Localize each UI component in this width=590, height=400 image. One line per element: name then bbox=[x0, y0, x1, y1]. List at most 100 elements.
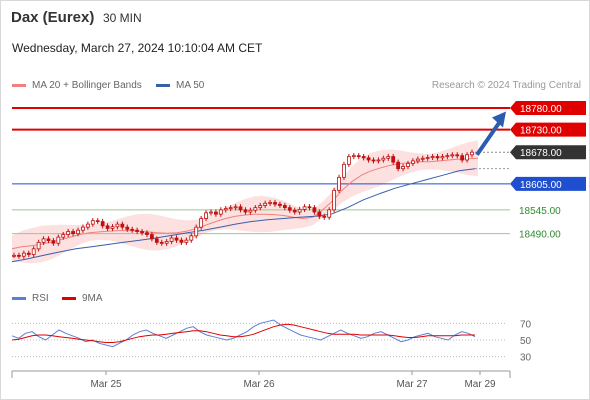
candle-body bbox=[135, 229, 140, 232]
legend-rsi: RSI bbox=[12, 293, 49, 304]
candle-body bbox=[218, 209, 223, 215]
price-level-label-3: 18605.00 bbox=[520, 180, 562, 191]
candle-body bbox=[361, 156, 366, 159]
legend-9ma: 9MA bbox=[62, 293, 103, 304]
candle-body bbox=[209, 211, 213, 214]
candle-body bbox=[66, 231, 71, 235]
rsi-9ma-line bbox=[11, 323, 475, 343]
candle-body bbox=[346, 156, 351, 165]
candle-body bbox=[214, 211, 218, 215]
candle-body bbox=[81, 226, 85, 231]
candle-body bbox=[460, 155, 465, 161]
candle-body bbox=[332, 189, 337, 211]
target-arrow-head bbox=[492, 111, 506, 128]
candle-body bbox=[307, 206, 312, 209]
candle-body bbox=[21, 252, 26, 257]
candle-body bbox=[366, 157, 371, 161]
candle-body bbox=[258, 205, 263, 209]
timestamp: Wednesday, March 27, 2024 10:10:04 AM CE… bbox=[12, 41, 263, 55]
bollinger-band bbox=[12, 140, 478, 264]
candle-body bbox=[149, 234, 154, 240]
legend-rsi-label: RSI bbox=[32, 293, 49, 304]
candle-body bbox=[440, 156, 445, 159]
candle-body bbox=[273, 202, 277, 205]
candle-body bbox=[130, 228, 135, 231]
candle-body bbox=[435, 156, 440, 159]
price-level-label-5: 18490.00 bbox=[519, 230, 561, 241]
x-tick-label: Mar 26 bbox=[243, 379, 275, 390]
price-level-label-4: 18545.00 bbox=[519, 206, 561, 217]
candle-body bbox=[243, 209, 248, 213]
candle-body bbox=[125, 226, 130, 230]
candle-body bbox=[223, 208, 228, 211]
price-level-tag-3 bbox=[510, 176, 586, 191]
price-level-label-1: 18730.00 bbox=[520, 126, 562, 137]
candle-body bbox=[317, 211, 322, 217]
candle-body bbox=[95, 220, 100, 223]
price-level-label-2: 18678.00 bbox=[520, 148, 562, 159]
candle-body bbox=[174, 237, 179, 241]
candle-body bbox=[36, 241, 41, 250]
legend-9ma-label: 9MA bbox=[82, 293, 103, 304]
rsi-tick-label: 70 bbox=[520, 319, 532, 330]
candle-body bbox=[253, 207, 258, 211]
candle-body bbox=[411, 160, 415, 164]
candle-body bbox=[164, 241, 169, 244]
candle-body bbox=[371, 159, 376, 162]
candle-body bbox=[342, 163, 346, 178]
candle-body bbox=[268, 202, 272, 204]
candle-body bbox=[356, 155, 361, 158]
ma20-line bbox=[11, 157, 479, 250]
rsi-tick-label: 30 bbox=[520, 353, 532, 364]
candle-body bbox=[154, 238, 159, 243]
price-level-tag-1 bbox=[510, 122, 586, 137]
legend-ma50: MA 50 bbox=[156, 80, 204, 91]
price-level-tag-2 bbox=[510, 145, 586, 160]
candle-body bbox=[233, 206, 238, 209]
candle-body bbox=[12, 254, 16, 257]
candle-body bbox=[184, 239, 189, 243]
candle-body bbox=[415, 158, 420, 162]
candle-body bbox=[425, 156, 430, 159]
candle-body bbox=[51, 240, 56, 244]
candle-body bbox=[17, 254, 21, 257]
candle-body bbox=[204, 212, 208, 219]
candle-body bbox=[194, 226, 199, 237]
candle-body bbox=[41, 238, 46, 243]
legend-ma50-label: MA 50 bbox=[176, 80, 205, 91]
candle-body bbox=[199, 218, 204, 228]
candle-body bbox=[337, 176, 341, 191]
candle-body bbox=[90, 220, 95, 225]
candle-body bbox=[140, 231, 144, 234]
candle-body bbox=[327, 209, 332, 218]
candle-body bbox=[26, 252, 31, 255]
candle-body bbox=[351, 155, 356, 158]
candle-body bbox=[302, 206, 307, 210]
candle-body bbox=[46, 238, 51, 242]
candle-body bbox=[401, 166, 405, 170]
candle-body bbox=[159, 241, 164, 244]
candle-body bbox=[312, 207, 317, 213]
candle-body bbox=[297, 208, 302, 213]
legend-ma20: MA 20 + Bollinger Bands bbox=[12, 80, 142, 91]
x-tick-label: Mar 25 bbox=[90, 379, 122, 390]
candle-body bbox=[179, 239, 184, 243]
candle-body bbox=[71, 231, 75, 235]
candle-body bbox=[169, 237, 174, 242]
candle-body bbox=[287, 207, 292, 211]
candle-body bbox=[278, 203, 282, 206]
candle-body bbox=[381, 157, 386, 161]
candle-body bbox=[386, 156, 391, 159]
timeframe-label[interactable]: 30 MIN bbox=[103, 11, 142, 25]
x-tick-label: Mar 29 bbox=[464, 379, 496, 390]
candle-body bbox=[248, 209, 253, 213]
candle-body bbox=[445, 155, 450, 158]
candle-body bbox=[376, 159, 381, 162]
credit-text: Research © 2024 Trading Central bbox=[431, 80, 581, 91]
candle-body bbox=[406, 163, 410, 167]
legend-9ma-swatch bbox=[62, 297, 76, 300]
legend-ma20-swatch bbox=[12, 84, 26, 87]
ma50-line bbox=[11, 168, 476, 263]
instrument-title: Dax (Eurex) bbox=[11, 9, 95, 26]
